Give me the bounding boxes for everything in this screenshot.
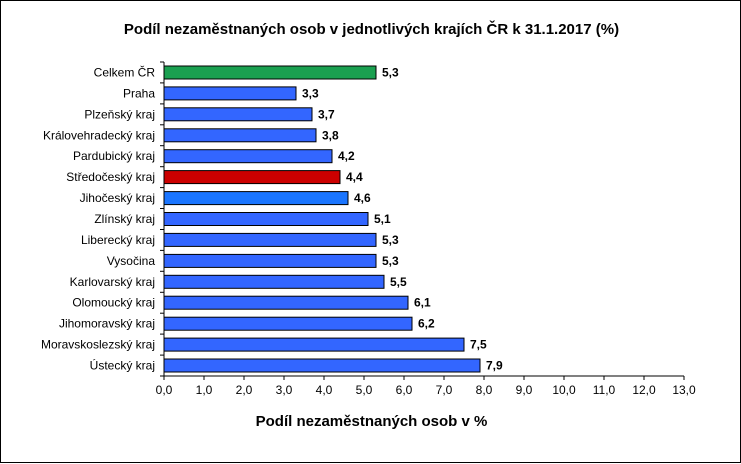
x-tick-label: 10,0 [552, 383, 576, 397]
bar [163, 149, 333, 164]
bar [163, 212, 369, 226]
category-label: Olomoucký kraj [72, 296, 155, 310]
value-label: 5,5 [390, 275, 407, 289]
category-label: Ústecký kraj [90, 358, 155, 373]
value-label: 5,3 [382, 254, 399, 268]
x-tick-label: 1,0 [196, 383, 213, 397]
value-label: 4,2 [338, 149, 355, 163]
bar [163, 295, 409, 310]
value-label: 7,5 [470, 338, 487, 352]
value-label: 7,9 [486, 359, 503, 373]
x-tick-label: 4,0 [316, 383, 333, 397]
bar [163, 274, 385, 289]
x-tick-label: 12,0 [632, 383, 656, 397]
value-label: 5,3 [382, 66, 399, 80]
bar [163, 170, 341, 185]
value-label: 6,2 [418, 317, 435, 331]
value-label: 4,4 [346, 170, 363, 184]
x-tick-label: 5,0 [356, 383, 373, 397]
chart-title: Podíl nezaměstnaných osob v jednotlivých… [123, 21, 620, 38]
value-label: 5,1 [374, 212, 391, 226]
category-label: Královehradecký kraj [43, 128, 155, 142]
bar [163, 358, 481, 373]
x-tick-label: 13,0 [672, 383, 696, 397]
category-label: Karlovarský kraj [70, 275, 155, 289]
value-label: 3,8 [322, 128, 339, 142]
category-label: Moravskoslezský kraj [41, 338, 155, 352]
category-label: Pardubický kraj [73, 149, 155, 163]
category-label: Praha [123, 86, 155, 100]
bar [163, 65, 377, 80]
x-tick-label: 3,0 [276, 383, 293, 397]
bar [163, 253, 377, 268]
bar [163, 86, 297, 101]
x-tick-label: 11,0 [593, 383, 616, 397]
x-tick-label: 6,0 [396, 383, 413, 397]
x-tick-label: 8,0 [476, 383, 493, 397]
category-label: Celkem ČR [94, 65, 156, 80]
value-label: 5,3 [382, 233, 399, 247]
value-label: 3,7 [318, 107, 335, 121]
value-label: 6,1 [414, 296, 431, 310]
category-label: Vysočina [107, 254, 156, 268]
value-label: 3,3 [302, 86, 319, 100]
category-label: Liberecký kraj [81, 233, 155, 247]
bar [163, 232, 377, 247]
bar [163, 316, 413, 331]
bar [163, 107, 313, 122]
x-tick-label: 2,0 [236, 383, 253, 397]
category-label: Jihočeský kraj [80, 191, 155, 205]
x-tick-label: 7,0 [436, 383, 453, 397]
bar [163, 128, 317, 143]
category-label: Středočeský kraj [66, 170, 155, 184]
bar [163, 337, 465, 352]
category-label: Zlínský kraj [94, 212, 155, 226]
x-tick-label: 9,0 [516, 383, 533, 397]
x-axis-title: Podíl nezaměstnaných osob v % [255, 413, 488, 430]
category-label: Jihomoravský kraj [59, 317, 155, 331]
value-label: 4,6 [354, 191, 371, 205]
bar [163, 191, 349, 206]
category-label: Plzeňský kraj [84, 107, 155, 121]
x-tick-label: 0,0 [156, 383, 173, 397]
